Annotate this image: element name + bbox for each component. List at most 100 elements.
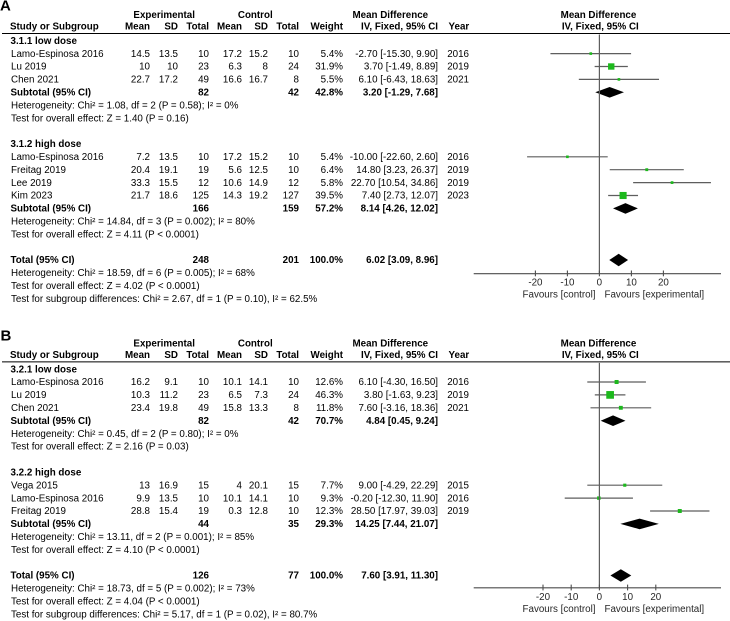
svg-text:12.3%: 12.3% (315, 506, 343, 517)
svg-text:6.5: 6.5 (228, 390, 242, 401)
svg-text:15.2: 15.2 (249, 152, 268, 163)
svg-text:82: 82 (198, 88, 209, 99)
svg-text:5.4%: 5.4% (321, 49, 344, 60)
svg-text:31.9%: 31.9% (315, 62, 343, 73)
svg-text:20: 20 (650, 592, 661, 603)
svg-text:20: 20 (658, 278, 669, 289)
svg-text:16.7: 16.7 (249, 75, 268, 86)
svg-text:Test for subgroup differences:: Test for subgroup differences: Chi² = 2.… (11, 294, 318, 305)
svg-text:-10: -10 (560, 278, 575, 289)
svg-text:Chen 2021: Chen 2021 (11, 403, 59, 414)
svg-text:14.1: 14.1 (249, 493, 268, 504)
svg-text:10: 10 (288, 165, 299, 176)
svg-text:14.5: 14.5 (131, 49, 151, 60)
svg-text:Total: Total (276, 350, 299, 361)
svg-text:Total (95% CI): Total (95% CI) (11, 571, 75, 582)
svg-text:13.3: 13.3 (249, 403, 269, 414)
svg-text:7.2: 7.2 (136, 152, 150, 163)
svg-text:10: 10 (198, 152, 209, 163)
svg-text:29.3%: 29.3% (315, 519, 343, 530)
svg-text:13.5: 13.5 (159, 493, 179, 504)
svg-text:10: 10 (198, 493, 209, 504)
svg-text:14.80 [3.23, 26.37]: 14.80 [3.23, 26.37] (356, 165, 438, 176)
svg-text:14.25 [7.44, 21.07]: 14.25 [7.44, 21.07] (355, 519, 438, 530)
svg-text:2023: 2023 (447, 191, 469, 202)
svg-text:Heterogeneity: Chi² = 14.84, d: Heterogeneity: Chi² = 14.84, df = 3 (P =… (11, 217, 255, 228)
svg-text:IV, Fixed, 95% CI: IV, Fixed, 95% CI (361, 350, 438, 361)
svg-text:2019: 2019 (447, 390, 469, 401)
svg-text:20.1: 20.1 (249, 480, 268, 491)
svg-text:SD: SD (164, 22, 178, 33)
svg-text:14.3: 14.3 (223, 191, 243, 202)
svg-text:3.1.2 high dose: 3.1.2 high dose (11, 139, 82, 150)
svg-text:-0.20 [-12.30, 11.90]: -0.20 [-12.30, 11.90] (350, 493, 438, 504)
svg-text:35: 35 (288, 519, 299, 530)
svg-text:B: B (1, 328, 12, 345)
svg-text:77: 77 (288, 571, 299, 582)
svg-text:Vega 2015: Vega 2015 (11, 480, 58, 491)
svg-text:28.50 [17.97, 39.03]: 28.50 [17.97, 39.03] (351, 506, 438, 517)
svg-text:13.5: 13.5 (159, 49, 179, 60)
svg-text:2021: 2021 (447, 75, 469, 86)
svg-text:12.5: 12.5 (249, 165, 269, 176)
svg-text:10: 10 (167, 62, 178, 73)
svg-text:2016: 2016 (447, 152, 469, 163)
svg-text:10.1: 10.1 (223, 377, 242, 388)
svg-text:Year: Year (449, 22, 470, 33)
svg-text:Experimental: Experimental (133, 10, 195, 21)
svg-text:18.6: 18.6 (159, 191, 179, 202)
svg-text:3.2.1 low dose: 3.2.1 low dose (11, 364, 78, 375)
svg-text:2019: 2019 (447, 62, 469, 73)
svg-text:2019: 2019 (447, 165, 469, 176)
svg-text:100.0%: 100.0% (310, 571, 344, 582)
svg-text:-20: -20 (536, 592, 551, 603)
svg-text:7.60 [-3.16, 18.36]: 7.60 [-3.16, 18.36] (358, 403, 438, 414)
svg-text:Lamo-Espinosa 2016: Lamo-Espinosa 2016 (11, 493, 104, 504)
svg-text:17.2: 17.2 (223, 152, 242, 163)
svg-text:Freitag 2019: Freitag 2019 (11, 506, 66, 517)
svg-text:Weight: Weight (311, 22, 344, 33)
svg-text:5.5%: 5.5% (321, 75, 344, 86)
svg-text:20.4: 20.4 (131, 165, 151, 176)
svg-text:12: 12 (198, 178, 209, 189)
svg-text:Total (95% CI): Total (95% CI) (11, 255, 75, 266)
svg-text:16.9: 16.9 (159, 480, 178, 491)
svg-text:24: 24 (288, 390, 299, 401)
svg-text:10: 10 (139, 62, 150, 73)
svg-text:9.00 [-4.29, 22.29]: 9.00 [-4.29, 22.29] (358, 480, 438, 491)
svg-text:166: 166 (193, 204, 210, 215)
svg-text:Favours [experimental]: Favours [experimental] (605, 604, 705, 615)
svg-text:Study or Subgroup: Study or Subgroup (10, 350, 99, 361)
svg-text:Mean: Mean (125, 22, 150, 33)
svg-text:12: 12 (288, 178, 299, 189)
svg-text:10: 10 (288, 506, 299, 517)
svg-text:Test for overall effect: Z = 4: Test for overall effect: Z = 4.11 (P < 0… (11, 229, 199, 240)
svg-text:10: 10 (198, 49, 209, 60)
svg-text:39.5%: 39.5% (315, 191, 343, 202)
svg-text:Subtotal (95% CI): Subtotal (95% CI) (11, 88, 92, 99)
svg-text:2021: 2021 (447, 403, 469, 414)
svg-text:2016: 2016 (447, 377, 469, 388)
svg-text:-20: -20 (528, 278, 543, 289)
svg-text:0.3: 0.3 (228, 506, 242, 517)
svg-text:248: 248 (193, 255, 210, 266)
svg-text:7.40 [2.73, 12.07]: 7.40 [2.73, 12.07] (362, 191, 439, 202)
svg-text:Heterogeneity: Chi² = 18.73, d: Heterogeneity: Chi² = 18.73, df = 5 (P =… (11, 584, 255, 595)
svg-text:SD: SD (254, 22, 268, 33)
svg-text:10: 10 (198, 377, 209, 388)
svg-text:IV, Fixed, 95% CI: IV, Fixed, 95% CI (361, 22, 438, 33)
svg-text:10: 10 (288, 493, 299, 504)
svg-text:42: 42 (288, 88, 299, 99)
svg-text:Test for overall effect: Z = 2: Test for overall effect: Z = 2.16 (P = 0… (11, 442, 189, 453)
svg-text:Total: Total (276, 22, 299, 33)
svg-text:19.8: 19.8 (159, 403, 179, 414)
svg-text:A: A (0, 0, 11, 15)
svg-text:Study or Subgroup: Study or Subgroup (10, 22, 99, 33)
svg-text:Year: Year (449, 350, 470, 361)
svg-text:8: 8 (294, 75, 300, 86)
svg-text:-2.70 [-15.30, 9.90]: -2.70 [-15.30, 9.90] (355, 49, 438, 60)
svg-text:22.70 [10.54, 34.86]: 22.70 [10.54, 34.86] (351, 178, 438, 189)
svg-text:9.9: 9.9 (136, 493, 150, 504)
svg-text:42.8%: 42.8% (315, 88, 343, 99)
svg-text:6.3: 6.3 (228, 62, 242, 73)
